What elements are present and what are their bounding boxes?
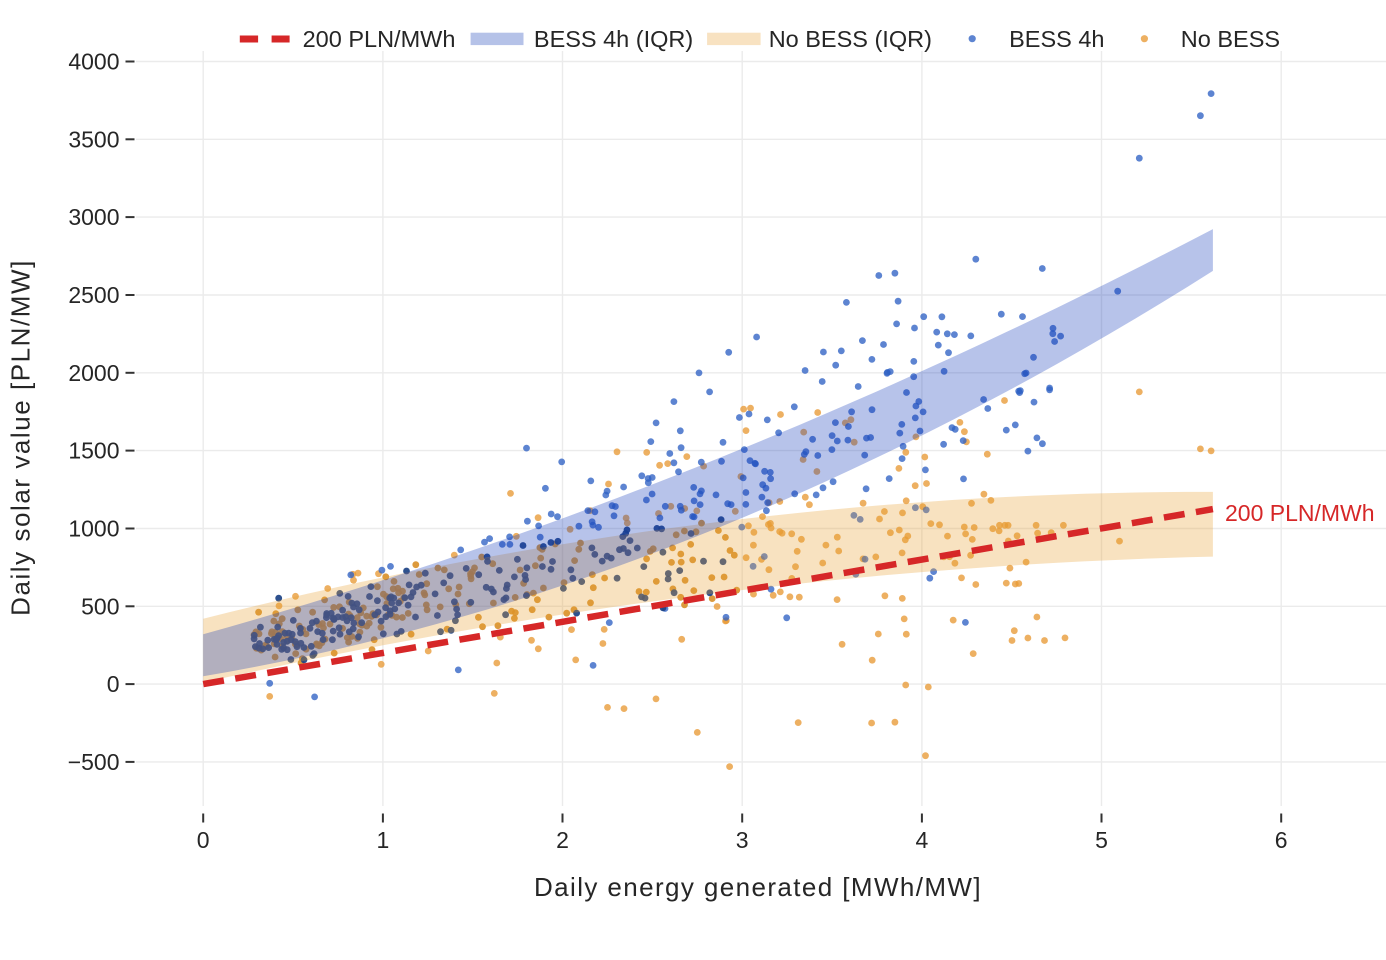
svg-text:500: 500: [81, 593, 119, 619]
svg-text:6: 6: [1275, 827, 1288, 853]
svg-text:1500: 1500: [68, 438, 119, 464]
svg-text:2500: 2500: [68, 282, 119, 308]
svg-text:No BESS (IQR): No BESS (IQR): [769, 26, 932, 52]
svg-text:No BESS: No BESS: [1181, 26, 1280, 52]
svg-text:0: 0: [107, 671, 120, 697]
svg-text:2000: 2000: [68, 360, 119, 386]
svg-text:200 PLN/MWh: 200 PLN/MWh: [303, 26, 456, 52]
svg-text:3: 3: [736, 827, 749, 853]
svg-text:5: 5: [1095, 827, 1108, 853]
svg-text:4: 4: [916, 827, 929, 853]
svg-text:3000: 3000: [68, 204, 119, 230]
svg-text:4000: 4000: [68, 49, 119, 75]
svg-text:−500: −500: [68, 749, 120, 775]
svg-text:3500: 3500: [68, 126, 119, 152]
svg-text:BESS 4h: BESS 4h: [1009, 26, 1104, 52]
svg-text:Daily energy generated [MWh/MW: Daily energy generated [MWh/MW]: [534, 872, 982, 902]
svg-text:0: 0: [197, 827, 210, 853]
svg-text:1000: 1000: [68, 516, 119, 542]
svg-text:Daily solar value [PLN/MW]: Daily solar value [PLN/MW]: [6, 259, 36, 616]
svg-text:1: 1: [377, 827, 390, 853]
svg-text:BESS 4h (IQR): BESS 4h (IQR): [534, 26, 693, 52]
svg-text:2: 2: [556, 827, 569, 853]
svg-text:200 PLN/MWh: 200 PLN/MWh: [1225, 500, 1375, 526]
